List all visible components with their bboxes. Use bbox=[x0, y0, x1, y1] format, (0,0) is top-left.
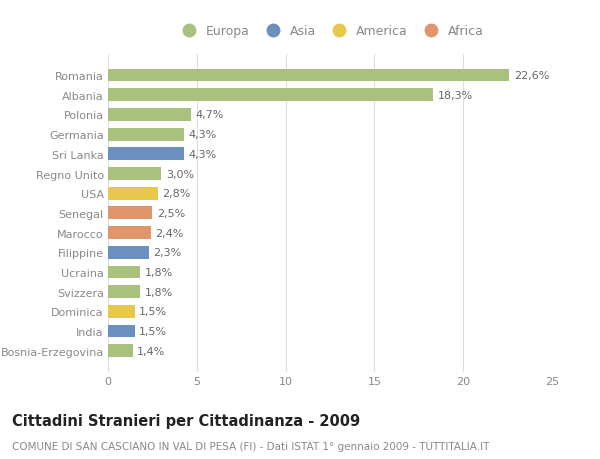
Bar bbox=[108, 285, 140, 298]
Bar bbox=[108, 187, 158, 200]
Bar bbox=[108, 69, 509, 82]
Text: 2,5%: 2,5% bbox=[157, 208, 185, 218]
Text: 1,5%: 1,5% bbox=[139, 307, 167, 317]
Text: 22,6%: 22,6% bbox=[514, 71, 549, 81]
Text: 4,7%: 4,7% bbox=[196, 110, 224, 120]
Text: 2,4%: 2,4% bbox=[155, 228, 184, 238]
Text: COMUNE DI SAN CASCIANO IN VAL DI PESA (FI) - Dati ISTAT 1° gennaio 2009 - TUTTIT: COMUNE DI SAN CASCIANO IN VAL DI PESA (F… bbox=[12, 441, 490, 451]
Bar bbox=[108, 246, 149, 259]
Text: 1,4%: 1,4% bbox=[137, 346, 166, 356]
Bar bbox=[108, 89, 433, 102]
Text: 1,8%: 1,8% bbox=[145, 287, 173, 297]
Bar bbox=[108, 148, 184, 161]
Text: 1,8%: 1,8% bbox=[145, 268, 173, 277]
Bar bbox=[108, 305, 134, 318]
Bar bbox=[108, 345, 133, 358]
Bar bbox=[108, 227, 151, 240]
Bar bbox=[108, 207, 152, 220]
Text: 4,3%: 4,3% bbox=[189, 130, 217, 140]
Text: 1,5%: 1,5% bbox=[139, 326, 167, 336]
Text: 2,8%: 2,8% bbox=[162, 189, 191, 199]
Text: 18,3%: 18,3% bbox=[437, 90, 473, 101]
Bar bbox=[108, 109, 191, 122]
Legend: Europa, Asia, America, Africa: Europa, Asia, America, Africa bbox=[171, 20, 489, 43]
Text: 3,0%: 3,0% bbox=[166, 169, 194, 179]
Bar bbox=[108, 325, 134, 338]
Bar bbox=[108, 129, 184, 141]
Text: 2,3%: 2,3% bbox=[153, 248, 182, 258]
Bar bbox=[108, 168, 161, 180]
Text: Cittadini Stranieri per Cittadinanza - 2009: Cittadini Stranieri per Cittadinanza - 2… bbox=[12, 413, 360, 428]
Bar bbox=[108, 266, 140, 279]
Text: 4,3%: 4,3% bbox=[189, 150, 217, 159]
